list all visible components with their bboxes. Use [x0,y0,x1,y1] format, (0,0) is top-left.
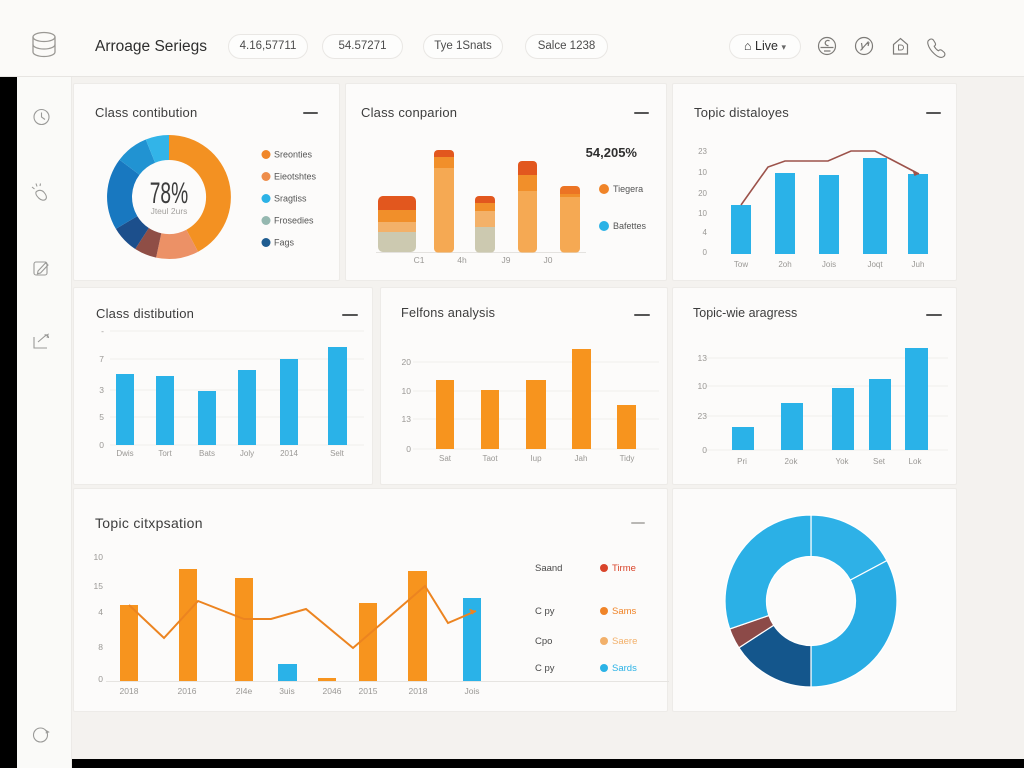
svg-text:C py: C py [535,663,555,674]
svg-text:0: 0 [98,674,103,684]
svg-text:4: 4 [98,607,103,617]
svg-text:Tort: Tort [158,449,172,458]
svg-text:2ok: 2ok [785,457,799,466]
svg-text:Bats: Bats [199,449,215,458]
svg-text:4h: 4h [457,255,467,265]
svg-text:2018: 2018 [120,686,139,696]
svg-text:2oh: 2oh [778,260,791,269]
svg-text:54,205%: 54,205% [586,145,638,160]
svg-text:Arroage Seriegs: Arroage Seriegs [95,38,207,55]
svg-text:Set: Set [873,457,886,466]
svg-text:Fags: Fags [274,238,295,248]
svg-text:Joqt: Joqt [867,260,883,269]
svg-text:3uis: 3uis [279,686,295,696]
svg-text:2014: 2014 [280,449,298,458]
svg-text:C py: C py [535,606,555,617]
svg-text:10: 10 [402,386,412,396]
svg-text:3: 3 [99,385,104,395]
svg-text:10: 10 [94,552,104,562]
svg-text:20: 20 [402,357,412,367]
svg-text:0: 0 [702,445,707,455]
svg-text:2015: 2015 [359,686,378,696]
svg-text:Sat: Sat [439,454,452,463]
svg-text:23: 23 [698,411,708,421]
svg-text:7: 7 [99,354,104,364]
svg-text:Jois: Jois [822,260,836,269]
svg-text:Taot: Taot [482,454,498,463]
svg-text:4: 4 [703,228,708,237]
svg-text:10: 10 [698,209,707,218]
svg-text:Selt: Selt [330,449,345,458]
svg-text:Lok: Lok [909,457,923,466]
svg-text:13: 13 [698,353,708,363]
svg-text:C1: C1 [414,255,425,265]
svg-text:0: 0 [99,440,104,450]
svg-text:10: 10 [698,381,708,391]
svg-text:20: 20 [698,189,707,198]
svg-text:0: 0 [703,248,708,257]
svg-text:Yok: Yok [835,457,849,466]
svg-text:Jois: Jois [464,686,479,696]
svg-text:J9: J9 [502,255,511,265]
svg-text:Sams: Sams [612,606,637,617]
svg-text:J0: J0 [544,255,553,265]
svg-text:23: 23 [698,147,707,156]
svg-text:78%: 78% [150,177,188,210]
svg-text:2016: 2016 [178,686,197,696]
svg-text:Saere: Saere [612,636,637,647]
svg-text:Sragtiss: Sragtiss [274,194,307,204]
svg-text:Jah: Jah [575,454,588,463]
svg-text:Eieotshtes: Eieotshtes [274,172,317,182]
svg-text:2I4e: 2I4e [236,686,253,696]
svg-text:8: 8 [98,642,103,652]
svg-text:Saand: Saand [535,563,562,574]
svg-text:Tirme: Tirme [612,563,636,574]
svg-text:Frosedies: Frosedies [274,216,314,226]
svg-text:Dwis: Dwis [116,449,133,458]
svg-text:Iup: Iup [530,454,542,463]
svg-text:13: 13 [402,414,412,424]
svg-text:Tow: Tow [734,260,748,269]
svg-text:Sards: Sards [612,663,637,674]
svg-text:2018: 2018 [409,686,428,696]
svg-text:Tiegera: Tiegera [613,184,643,194]
svg-text:0: 0 [406,444,411,454]
svg-text:Bafettes: Bafettes [613,221,647,231]
svg-text:2046: 2046 [323,686,342,696]
svg-text:Jteul 2urs: Jteul 2urs [151,206,188,216]
svg-text:15: 15 [94,581,104,591]
svg-text:Joly: Joly [240,449,254,458]
svg-text:Tidy: Tidy [620,454,635,463]
svg-text:5: 5 [99,412,104,422]
svg-text:10: 10 [698,168,707,177]
svg-text:Pri: Pri [737,457,747,466]
svg-text:Sreonties: Sreonties [274,150,313,160]
svg-text:-: - [101,326,104,336]
svg-text:Juh: Juh [912,260,925,269]
svg-text:Cpo: Cpo [535,636,552,647]
